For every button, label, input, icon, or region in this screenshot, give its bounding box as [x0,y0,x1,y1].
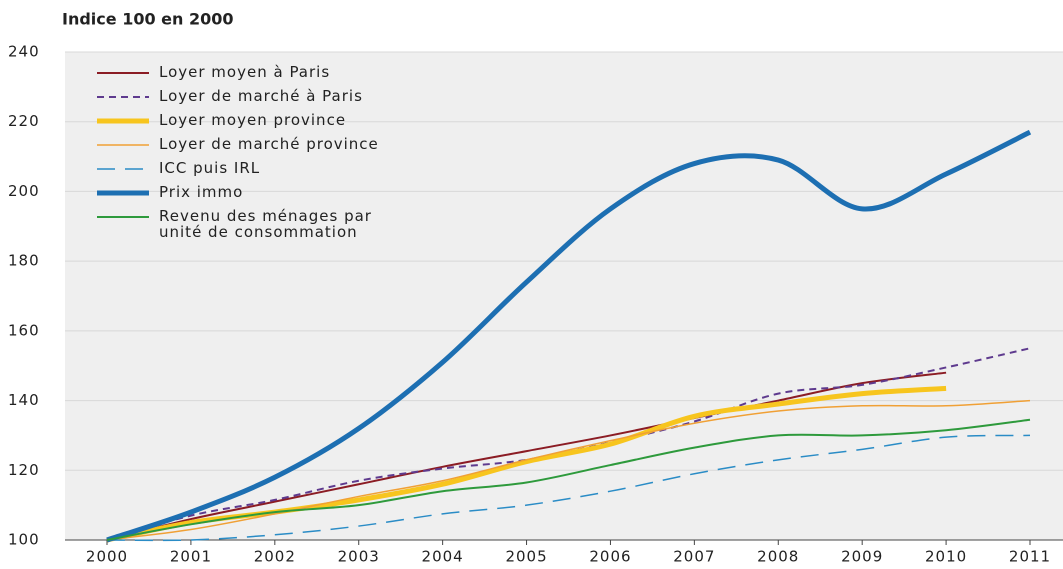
series-line [106,418,1031,541]
legend-swatch [97,118,149,124]
legend-swatch [97,216,149,218]
legend-label: Loyer de marché province [159,135,379,153]
legend-swatch [97,144,149,146]
legend-entry: Loyer moyen province [95,112,419,128]
legend-label: Revenu des ménages par unité de consomma… [159,207,372,241]
legend-swatch [97,168,149,170]
x-tick-label: 2001 [170,548,212,566]
series-line [106,434,1031,542]
y-tick-label: 160 [8,321,40,339]
y-tick-label: 220 [8,112,40,130]
legend-entry: ICC puis IRL [95,160,419,176]
legend-label: Prix immo [159,183,244,201]
x-tick-label: 2009 [841,548,883,566]
x-tick-label: 2008 [757,548,799,566]
x-tick-label: 2011 [1009,548,1051,566]
y-tick-label: 200 [8,182,40,200]
legend-label: ICC puis IRL [159,159,261,177]
chart-title: Indice 100 en 2000 [62,10,234,29]
legend-swatch [97,96,149,98]
legend-entry: Prix immo [95,184,419,200]
y-tick-label: 140 [8,391,40,409]
legend-label: Loyer de marché à Paris [159,87,363,105]
plot-background [65,52,1063,540]
x-tick-label: 2006 [589,548,631,566]
x-tick-label: 2004 [422,548,464,566]
x-tick-label: 2010 [925,548,967,566]
series-line [106,371,947,541]
series-line [106,129,1032,543]
legend-swatch [97,72,149,74]
x-tick-label: 2007 [673,548,715,566]
legend-entry: Loyer de marché province [95,136,419,152]
series-line [106,399,1031,541]
x-tick-label: 2000 [86,548,128,566]
y-tick-label: 180 [8,252,40,270]
legend-entry: Loyer moyen à Paris [95,64,419,80]
legend-swatch [97,190,149,196]
y-tick-label: 120 [8,461,40,479]
y-tick-label: 100 [8,531,40,549]
x-tick-label: 2005 [505,548,547,566]
y-tick-label: 240 [8,43,40,61]
legend-label: Loyer moyen province [159,111,347,129]
legend-entry: Revenu des ménages par unité de consomma… [95,208,419,240]
legend-entry: Loyer de marché à Paris [95,88,419,104]
x-tick-label: 2002 [254,548,296,566]
legend-label: Loyer moyen à Paris [159,63,331,81]
legend: Loyer moyen à Paris Loyer de marché à Par… [95,64,419,248]
x-tick-label: 2003 [338,548,380,566]
